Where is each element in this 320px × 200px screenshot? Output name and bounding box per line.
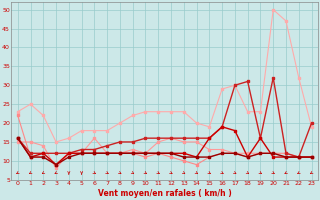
X-axis label: Vent moyen/en rafales ( km/h ): Vent moyen/en rafales ( km/h ) [98, 189, 231, 198]
